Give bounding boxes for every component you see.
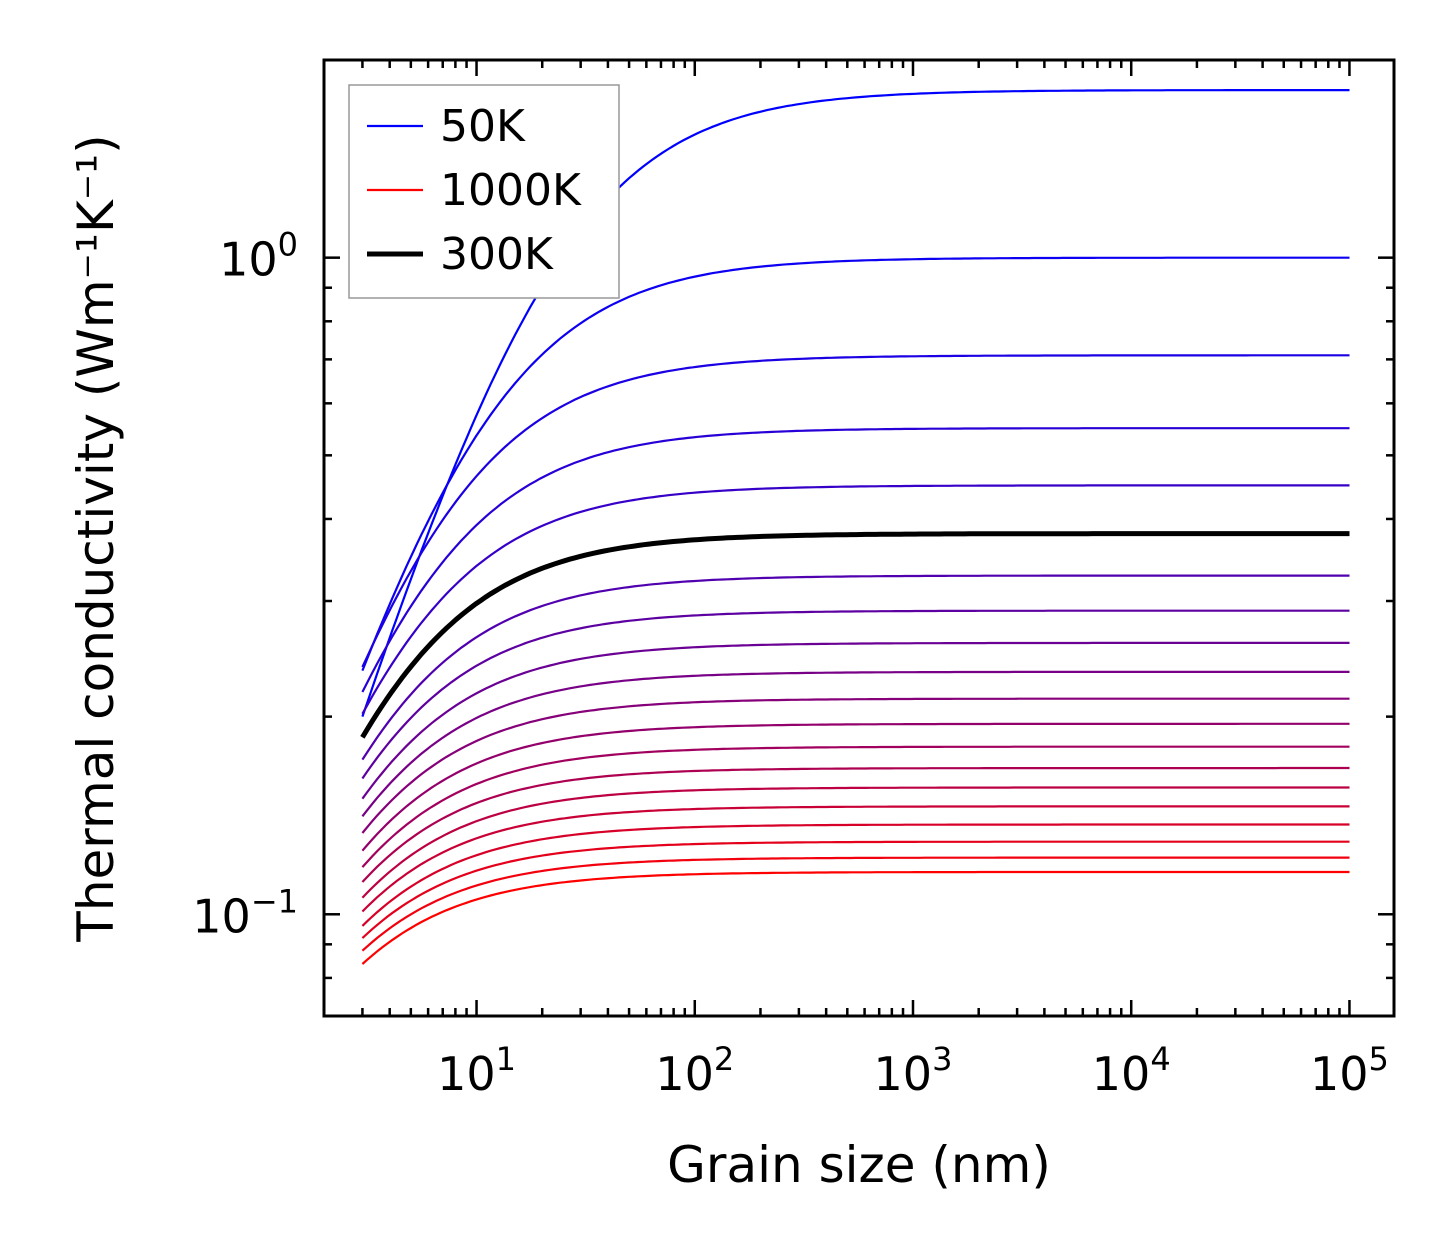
series-line-700k (361, 766, 1350, 883)
series-line-850k (361, 823, 1350, 927)
series-line-300k (360, 531, 1350, 739)
plot-frame (322, 58, 1396, 1018)
series-line-650k (361, 745, 1350, 868)
legend-label-300k: 300K (440, 229, 554, 280)
x-tick-label: 102 (655, 1040, 734, 1101)
legend-box (348, 84, 620, 299)
series-line-450k (361, 641, 1350, 800)
x-tick-label: 105 (1310, 1040, 1389, 1101)
series-line-50k (361, 88, 1350, 717)
series-line-150k (361, 354, 1350, 668)
legend-entries: 50K 1000K 300K (367, 101, 582, 280)
series-line-550k (361, 697, 1350, 834)
series-line-900k (361, 840, 1350, 939)
series-line-750k (361, 786, 1350, 899)
legend-label-1000k: 1000K (440, 165, 582, 216)
x-tick-label: 104 (1092, 1040, 1171, 1101)
x-axis-label: Grain size (nm) (667, 1136, 1051, 1194)
x-tick-label: 101 (437, 1040, 516, 1101)
series-line-200k (361, 427, 1350, 693)
series-line-400k (361, 609, 1350, 780)
series-line-350k (361, 574, 1350, 761)
x-tick-label: 103 (874, 1040, 953, 1101)
y-axis-label: Thermal conductivity (Wm⁻¹K⁻¹) (67, 134, 125, 942)
legend: 50K 1000K 300K (348, 84, 620, 299)
series-line-500k (361, 670, 1350, 817)
series-line-1000k (361, 870, 1350, 965)
tick-labels-layer: 101 102 103 104 105 10−1 100 (192, 226, 1389, 1101)
y-tick-label: 10−1 (192, 882, 298, 943)
y-tick-label: 100 (219, 226, 298, 287)
series-line-800k (361, 805, 1350, 913)
series-line-950k (361, 856, 1350, 952)
series-line-600k (361, 722, 1350, 852)
series-line-250k (361, 484, 1350, 715)
series-line-100k (361, 256, 1350, 672)
series-layer (360, 88, 1350, 965)
legend-label-50k: 50K (440, 101, 526, 152)
